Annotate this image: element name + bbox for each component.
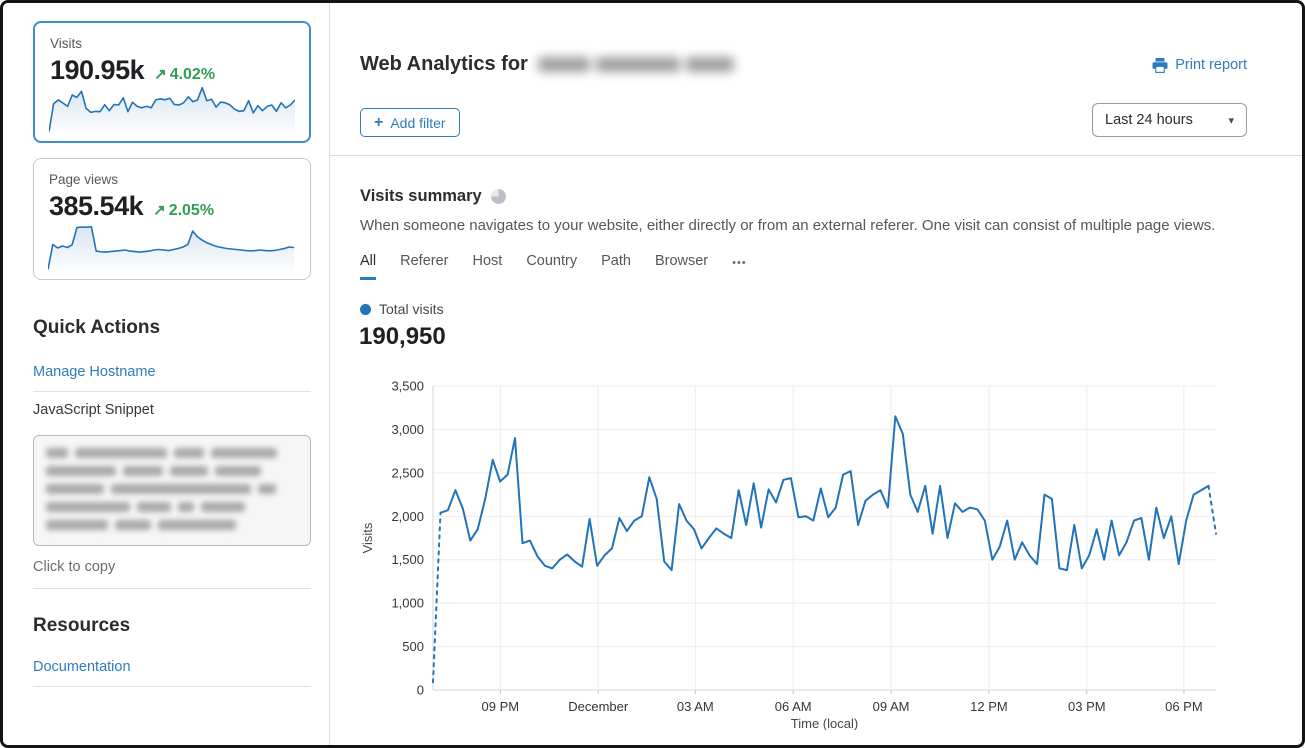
pageviews-card-label: Page views [49,172,119,187]
page-title: Web Analytics for [360,53,528,75]
chevron-down-icon: ▾ [1228,114,1234,127]
plus-icon: + [374,113,384,131]
quick-actions-heading: Quick Actions [33,317,161,338]
svg-text:December: December [568,699,629,714]
chart-legend: Total visits [360,301,444,317]
tab-browser[interactable]: Browser [654,253,709,269]
visits-line-chart: 0 500 1,000 1,500 2,000 2,500 3,000 3,500 09 PM D… [358,375,1220,735]
tab-host[interactable]: Host [472,253,503,269]
documentation-link[interactable]: Documentation [33,659,131,675]
visits-sparkline-chart [49,86,295,135]
tab-path[interactable]: Path [601,253,631,269]
sidebar: Visits 190.95k ↗ 4.02% Page views 385.54k… [3,3,329,745]
svg-text:Time (local): Time (local) [791,716,858,730]
javascript-snippet-code-box[interactable] [33,435,311,546]
sidebar-divider [33,686,311,687]
pie-help-icon[interactable] [490,189,506,204]
visits-summary-description: When someone navigates to your website, … [360,217,1216,234]
tab-all[interactable]: All [360,253,377,280]
legend-label: Total visits [379,301,444,317]
visits-summary-title: Visits summary [360,187,482,205]
page-title-row: Web Analytics for [360,53,734,76]
time-range-dropdown[interactable]: Last 24 hours ▾ [1092,103,1247,137]
svg-text:2,500: 2,500 [391,465,424,480]
sidebar-divider [33,588,311,589]
legend-dot-icon [360,303,371,315]
sidebar-divider [33,391,311,392]
time-range-value: Last 24 hours [1105,112,1193,128]
pageviews-card-value: 385.54k [49,191,144,221]
svg-text:06 PM: 06 PM [1165,699,1203,714]
main-content: Web Analytics for Print report + Add fil… [330,3,1302,745]
redacted-domain-name [537,57,734,72]
print-report-link[interactable]: Print report [1152,57,1247,73]
svg-text:0: 0 [417,683,424,698]
add-filter-button[interactable]: + Add filter [360,108,460,137]
svg-text:1,000: 1,000 [391,596,424,611]
pageviews-card-delta: ↗ 2.05% [153,202,215,219]
svg-text:03 PM: 03 PM [1068,699,1106,714]
summary-tabs: All Referer Host Country Path Browser ••… [360,253,747,280]
javascript-snippet-label: JavaScript Snippet [33,402,154,418]
total-visits-value: 190,950 [359,323,446,350]
svg-text:09 AM: 09 AM [873,699,910,714]
svg-text:Visits: Visits [360,522,375,553]
svg-text:06 AM: 06 AM [775,699,812,714]
visits-card-label: Visits [50,36,83,51]
trend-up-icon: ↗ [153,202,166,219]
visits-card-delta: ↗ 4.02% [154,66,216,83]
header-divider [330,155,1302,156]
svg-text:3,000: 3,000 [391,422,424,437]
tab-more-options[interactable]: ••• [732,257,747,269]
svg-text:12 PM: 12 PM [970,699,1008,714]
svg-text:1,500: 1,500 [391,552,424,567]
svg-text:500: 500 [402,639,424,654]
sidebar-main-divider [329,3,330,745]
manage-hostname-link[interactable]: Manage Hostname [33,364,156,380]
trend-up-icon: ↗ [154,66,167,83]
svg-text:3,500: 3,500 [391,379,424,394]
visits-card-value: 190.95k [50,55,145,85]
svg-text:09 PM: 09 PM [482,699,520,714]
svg-text:03 AM: 03 AM [677,699,714,714]
click-to-copy-hint: Click to copy [33,559,116,575]
tab-country[interactable]: Country [526,253,578,269]
svg-text:2,000: 2,000 [391,509,424,524]
pageviews-sparkline-chart [48,226,294,273]
visits-metric-card[interactable]: Visits 190.95k ↗ 4.02% [33,21,311,143]
printer-icon [1152,57,1168,73]
pageviews-metric-card[interactable]: Page views 385.54k ↗ 2.05% [33,158,311,280]
resources-heading: Resources [33,615,131,636]
tab-referer[interactable]: Referer [400,253,449,269]
